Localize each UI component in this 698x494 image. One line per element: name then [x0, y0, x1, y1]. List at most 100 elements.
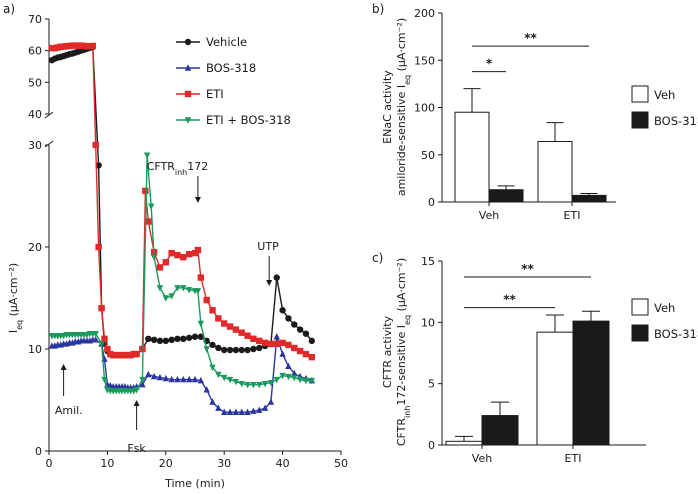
data-point-eti — [174, 252, 180, 258]
legend-label: BOS-318 — [654, 327, 698, 341]
data-point-eti — [256, 338, 262, 344]
y-tick-label: 0 — [428, 196, 435, 209]
legend-entry-veh: Veh — [632, 299, 675, 315]
legend-swatch — [632, 112, 648, 128]
annotation-forskolin: Fsk — [127, 442, 146, 455]
x-tick-label: 30 — [217, 457, 231, 470]
data-point-eti — [195, 247, 201, 253]
y-tick-label: 150 — [414, 54, 435, 67]
data-point-vehicle — [256, 345, 262, 351]
data-point-eti — [239, 329, 245, 335]
data-point-eti — [209, 307, 215, 313]
annotation-amiloride: Amil. — [55, 404, 83, 417]
data-point-eti — [297, 348, 303, 354]
data-point-eti — [250, 336, 256, 342]
y-tick-label: 100 — [414, 102, 435, 115]
data-point-vehicle — [285, 315, 291, 321]
data-point-eti-bos-318 — [144, 153, 150, 159]
legend-entry-bos-318: BOS-318 — [176, 61, 256, 75]
data-point-vehicle — [233, 347, 239, 353]
bar-eti-veh — [537, 332, 573, 445]
legend-label: ETI — [206, 87, 224, 101]
data-point-eti — [244, 333, 250, 339]
x-tick-label: ETI — [564, 209, 581, 222]
data-point-vehicle — [303, 331, 309, 337]
data-point-vehicle — [297, 326, 303, 332]
significance-marker: ** — [503, 293, 516, 307]
series-eti — [49, 42, 315, 360]
y-tick-label: 70 — [28, 13, 42, 26]
legend-swatch — [632, 86, 648, 102]
data-point-vehicle — [239, 347, 245, 353]
data-point-bos-318 — [285, 363, 291, 369]
y-tick-label: 10 — [28, 343, 42, 356]
legend-label: BOS-318 — [654, 114, 698, 128]
data-point-bos-318 — [279, 350, 285, 356]
panel-b-legend: Veh BOS-318 — [632, 86, 698, 128]
data-point-eti — [142, 188, 148, 194]
data-point-eti — [268, 341, 274, 347]
legend-swatch — [632, 325, 648, 341]
legend-entry-bos-318: BOS-318 — [632, 325, 698, 341]
data-point-eti — [303, 351, 309, 357]
data-point-eti-bos-318 — [148, 204, 154, 210]
y-axis-label-line1: CFTR activity — [381, 315, 394, 388]
data-point-vehicle — [309, 338, 315, 344]
series-line-eti-bos-318 — [52, 155, 312, 391]
data-point-vehicle — [291, 321, 297, 327]
y-tick-label: 20 — [28, 241, 42, 254]
y-tick-label: 0 — [428, 439, 435, 452]
data-point-eti — [168, 250, 174, 256]
data-point-eti — [309, 354, 315, 360]
data-point-vehicle — [157, 338, 163, 344]
data-point-eti — [215, 315, 221, 321]
data-point-vehicle — [145, 336, 151, 342]
annotation-utp: UTP — [257, 240, 279, 253]
panel-c-label: c) — [372, 251, 383, 265]
panel-c-bars: ** ** — [446, 262, 609, 445]
x-axis-label: Time (min) — [164, 477, 225, 490]
data-point-eti — [90, 43, 96, 49]
data-point-vehicle — [192, 334, 198, 340]
data-point-bos-318 — [209, 398, 215, 404]
legend-label: Veh — [654, 301, 675, 315]
data-point-bos-318 — [268, 398, 274, 404]
data-point-vehicle — [274, 274, 280, 280]
legend-swatch — [632, 299, 648, 315]
legend-label: Veh — [654, 88, 675, 102]
y-tick-label: 0 — [35, 445, 42, 458]
data-point-vehicle — [186, 335, 192, 341]
data-point-eti-bos-318 — [203, 346, 209, 352]
y-tick-label: 30 — [28, 139, 42, 152]
data-point-eti — [274, 341, 280, 347]
y-tick-label: 50 — [421, 149, 435, 162]
data-point-vehicle — [168, 337, 174, 343]
bar-eti-veh — [538, 142, 572, 202]
legend-entry-eti: ETI — [176, 87, 224, 101]
y-axis-label-line2: amiloride-sensitive Ieq (µA·cm⁻²) — [395, 18, 412, 196]
bar-veh-bos-318 — [482, 416, 518, 445]
legend-entry-eti-bos-318: ETI + BOS-318 — [176, 113, 291, 127]
data-point-vehicle — [174, 336, 180, 342]
y-tick-label: 10 — [421, 316, 435, 329]
panel-b-bars: *** — [455, 31, 606, 202]
y-tick-label: 60 — [28, 45, 42, 58]
bar-veh-veh — [455, 112, 489, 202]
data-point-vehicle — [163, 338, 169, 344]
legend-entry-bos-318: BOS-318 — [632, 112, 698, 128]
legend-marker — [185, 91, 191, 97]
significance-marker: ** — [524, 31, 537, 45]
data-point-eti — [95, 244, 101, 250]
series-line-bos-318 — [52, 337, 312, 412]
utp-arrow-head — [266, 280, 272, 286]
panel-a-annotations: Amil. Fsk CFTRinh172 UTP — [55, 160, 279, 455]
y-axis-label: Ieq (µA·cm⁻²) — [7, 263, 24, 333]
data-point-vehicle — [180, 336, 186, 342]
x-tick-label: Veh — [479, 209, 499, 222]
y-tick-label: 200 — [414, 7, 435, 20]
data-point-eti — [186, 251, 192, 257]
bar-veh-bos-318 — [489, 190, 523, 202]
legend-label: BOS-318 — [206, 61, 256, 75]
y-tick-label: 40 — [28, 108, 42, 121]
